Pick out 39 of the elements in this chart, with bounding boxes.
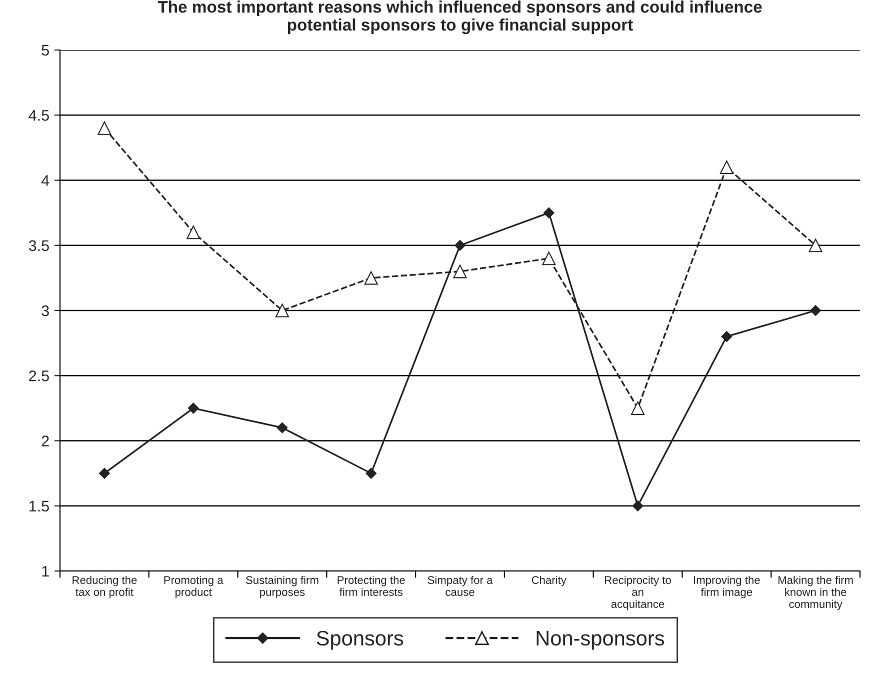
y-tick-label: 4 [41, 175, 50, 186]
point [366, 468, 377, 479]
chart-title: The most important reasons which influenced sponsors and could influence potential sponsors to give financial support [158, 0, 762, 34]
point [276, 422, 288, 434]
y-tick-label: 3.5 [28, 240, 49, 252]
x-tick-label: Making the firm known in the community [778, 576, 853, 610]
x-tick-label: Sustaining firm purposes [246, 576, 318, 598]
x-tick-label: Simpaty for a cause [428, 576, 493, 596]
y-tick-label: 1.5 [30, 500, 49, 512]
legend-label: Sponsors [316, 630, 404, 650]
y-tick-label: 2.5 [29, 370, 49, 382]
y-tick-label: 3 [42, 305, 49, 316]
x-tick-label: Reducing the tax on profit [72, 576, 137, 598]
point [721, 331, 732, 342]
y-tick-label: 4.5 [28, 110, 49, 121]
x-tick-label: Improving the firm image [694, 576, 760, 598]
point [454, 240, 466, 251]
point [810, 305, 821, 316]
x-tick-label: Reciprocity to an acquitance [605, 576, 671, 610]
x-tick-label: Charity [532, 576, 566, 586]
point [543, 207, 554, 218]
point [188, 402, 199, 414]
legend-label: Non-sponsors [536, 631, 664, 650]
point [186, 226, 200, 240]
point [632, 500, 644, 512]
x-tick-label: Protecting the firm interests [338, 576, 405, 596]
y-tick-label: 5 [42, 45, 49, 56]
y-tick-label: 1 [42, 566, 49, 577]
point [275, 304, 289, 318]
point [98, 121, 112, 135]
y-tick-label: 2 [42, 436, 49, 446]
point [364, 271, 378, 285]
point [542, 252, 556, 266]
point [808, 238, 822, 252]
x-tick-label: Promoting a product [164, 576, 224, 598]
point [720, 160, 734, 174]
point [631, 401, 645, 415]
point [99, 468, 110, 479]
point [453, 264, 467, 278]
